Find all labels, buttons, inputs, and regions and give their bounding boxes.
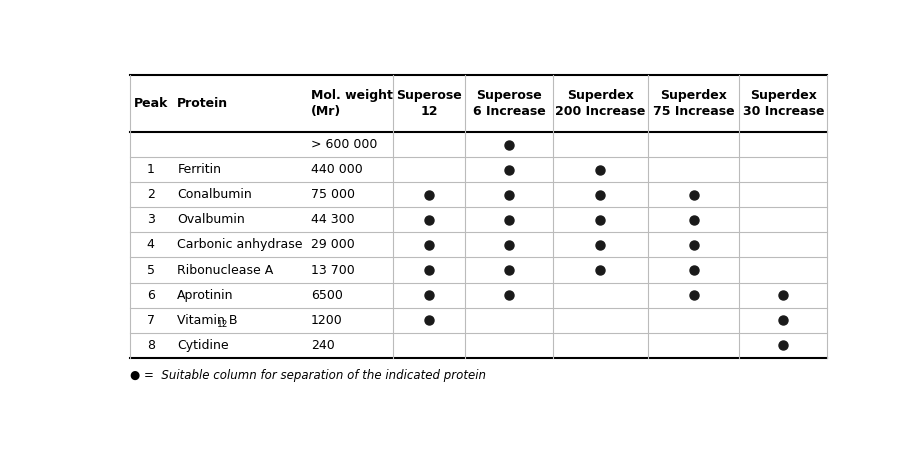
Text: Ribonuclease A: Ribonuclease A: [177, 264, 273, 277]
Text: Superdex
200 Increase: Superdex 200 Increase: [555, 89, 645, 119]
Text: 3: 3: [147, 213, 154, 227]
Text: 44 300: 44 300: [311, 213, 354, 227]
Text: 7: 7: [147, 314, 155, 327]
Text: Mol. weight
(Mr): Mol. weight (Mr): [311, 89, 392, 119]
Text: Conalbumin: Conalbumin: [177, 188, 252, 201]
Text: 440 000: 440 000: [311, 163, 363, 176]
Text: Vitamin B: Vitamin B: [177, 314, 238, 327]
Text: 13 700: 13 700: [311, 264, 354, 277]
Text: Aprotinin: Aprotinin: [177, 288, 234, 302]
Text: Ovalbumin: Ovalbumin: [177, 213, 246, 227]
Text: Cytidine: Cytidine: [177, 338, 229, 352]
Text: Ferritin: Ferritin: [177, 163, 222, 176]
Text: 8: 8: [147, 338, 155, 352]
Text: Superose
12: Superose 12: [396, 89, 462, 119]
Text: 1: 1: [147, 163, 154, 176]
Text: > 600 000: > 600 000: [311, 139, 378, 151]
Text: Superose
6 Increase: Superose 6 Increase: [473, 89, 545, 119]
Text: 4: 4: [147, 238, 154, 251]
Text: 2: 2: [147, 188, 154, 201]
Text: Carbonic anhydrase: Carbonic anhydrase: [177, 238, 303, 251]
Text: Superdex
30 Increase: Superdex 30 Increase: [742, 89, 824, 119]
Text: 240: 240: [311, 338, 334, 352]
Text: Peak: Peak: [134, 98, 168, 110]
Text: ● =  Suitable column for separation of the indicated protein: ● = Suitable column for separation of th…: [129, 368, 485, 382]
Text: 5: 5: [147, 264, 155, 277]
Text: 12: 12: [217, 320, 229, 329]
Text: 1200: 1200: [311, 314, 342, 327]
Text: Superdex
75 Increase: Superdex 75 Increase: [653, 89, 735, 119]
Text: 75 000: 75 000: [311, 188, 354, 201]
Text: 6: 6: [147, 288, 154, 302]
Text: Protein: Protein: [177, 98, 229, 110]
Text: 29 000: 29 000: [311, 238, 354, 251]
Text: 6500: 6500: [311, 288, 342, 302]
